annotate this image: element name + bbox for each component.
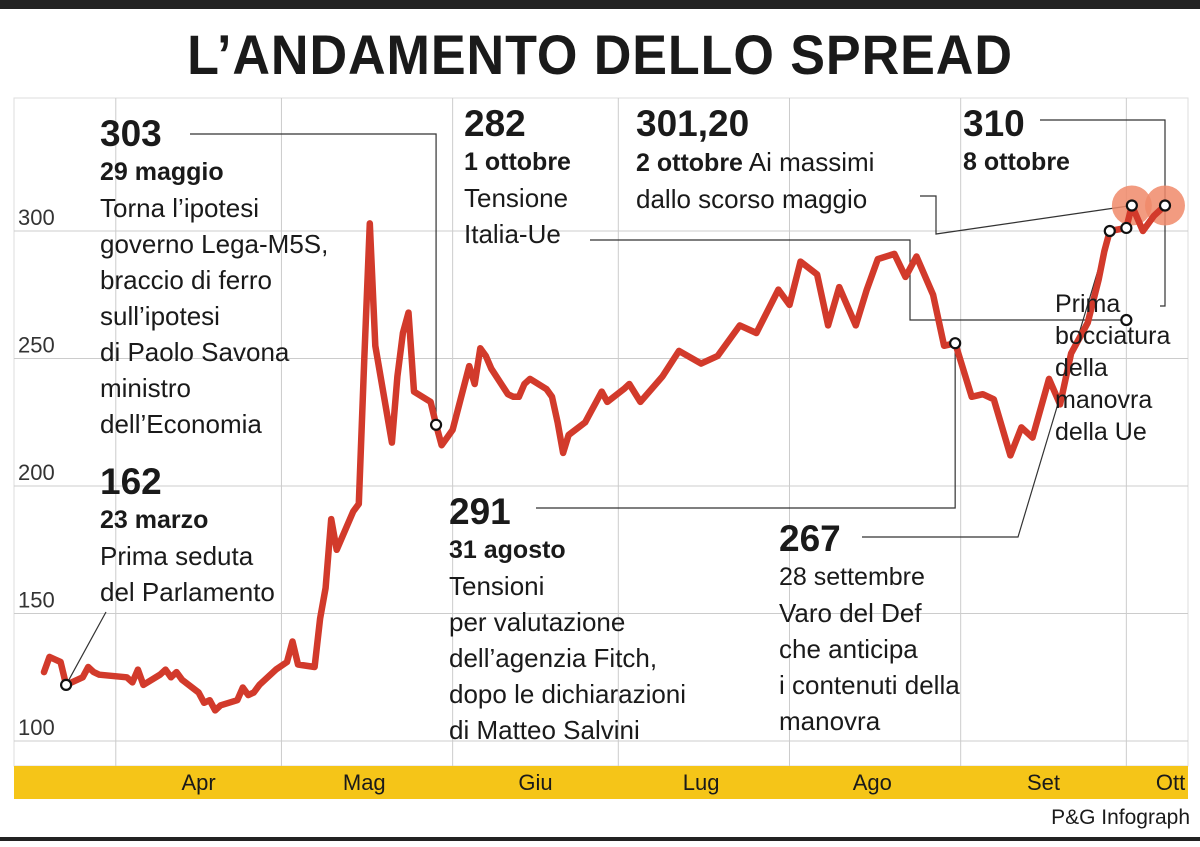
annotation-line: bocciatura [1055, 322, 1171, 350]
annotation-line: dopo le dichiarazioni [449, 679, 687, 709]
annotation-line: ministro [100, 373, 192, 403]
annotation-line: dell’Economia [100, 409, 262, 439]
y-tick-label: 250 [18, 333, 55, 358]
annotation-value: 303 [100, 113, 162, 154]
annotation-301-20: 301,20 2 ottobre Ai massimi dallo scorso… [636, 104, 874, 217]
data-point-marker [1103, 224, 1116, 238]
x-tick-label: Giu [518, 770, 552, 795]
annotation-line: che anticipa [779, 634, 918, 664]
annotation-line: Prima [1055, 290, 1121, 318]
x-tick-label: Mag [343, 770, 386, 795]
data-point-marker [59, 678, 73, 692]
annotation-line: del Parlamento [100, 577, 275, 607]
annotation-line: Tensioni [449, 571, 545, 601]
data-point-marker [1120, 313, 1133, 327]
annotation-line: dell’agenzia Fitch, [449, 643, 658, 673]
month-band [14, 766, 1188, 799]
annotation-leader [65, 611, 107, 686]
data-point-marker [949, 337, 962, 350]
annotation-line: Torna l’ipotesi [100, 193, 259, 223]
annotation-line: Ai massimi [748, 147, 875, 177]
data-point-marker [1125, 199, 1138, 212]
data-point-marker [1158, 199, 1172, 212]
annotation-line: governo Lega-M5S, [100, 229, 329, 259]
annotation-date: 2 ottobre [636, 149, 743, 177]
annotation-line: della Ue [1055, 418, 1147, 446]
x-tick-label: Set [1027, 770, 1060, 795]
annotation-date: 29 maggio [100, 158, 224, 186]
annotation-303: 303 29 maggio Torna l’ipotesi governo Le… [100, 114, 328, 442]
data-point-marker [1120, 221, 1133, 235]
x-tick-label: Lug [683, 770, 720, 795]
annotation-line: braccio di ferro [100, 265, 272, 295]
annotation-value: 291 [449, 491, 511, 532]
annotation-line: di Paolo Savona [100, 337, 290, 367]
annotation-282: 282 1 ottobre Tensione Italia-Ue [464, 104, 571, 252]
annotation-line: manovra [779, 706, 881, 736]
x-tick-label: Apr [181, 770, 215, 795]
annotation-leader [190, 133, 437, 425]
annotation-leader [590, 239, 1127, 321]
annotation-310: 310 8 ottobre [963, 104, 1070, 180]
annotation-line: Tensione [464, 183, 569, 213]
y-tick-label: 100 [18, 715, 55, 740]
plot-area [13, 97, 1189, 767]
annotation-date: 8 ottobre [963, 148, 1070, 176]
annotation-value: 162 [100, 461, 162, 502]
y-tick-label: 300 [18, 205, 55, 230]
annotation-date: 31 agosto [449, 536, 566, 564]
annotation-leader [536, 343, 956, 509]
annotation-310-text: Prima bocciatura della manovra della Ue [1055, 288, 1170, 448]
x-tick-label: Ago [853, 770, 892, 795]
bottom-rule [0, 837, 1200, 841]
x-tick-label: Ott [1156, 770, 1185, 795]
chart-title: L’ANDAMENTO DELLO SPREAD [187, 23, 1013, 86]
annotation-162: 162 23 marzo Prima seduta del Parlamento [100, 462, 275, 610]
data-point-marker [429, 418, 443, 431]
annotation-date: 28 settembre [779, 563, 925, 591]
annotation-line: sull’ipotesi [100, 301, 220, 331]
top-rule [0, 0, 1200, 9]
series-line [40, 202, 1169, 714]
annotation-line: i contenuti della [779, 670, 960, 700]
annotation-line: Italia-Ue [464, 219, 561, 249]
annotation-line: Varo del Def [779, 598, 922, 628]
annotation-date: 1 ottobre [464, 148, 571, 176]
annotation-line: per valutazione [449, 607, 626, 637]
annotation-line: della [1055, 354, 1108, 382]
annotation-date: 23 marzo [100, 506, 209, 534]
source-credit: P&G Infograph [1051, 806, 1190, 829]
annotation-line: di Matteo Salvini [449, 715, 640, 745]
y-tick-label: 150 [18, 588, 55, 613]
annotation-267: 267 28 settembre Varo del Def che antici… [779, 519, 960, 739]
annotation-value: 282 [464, 103, 526, 144]
annotation-value: 301,20 [636, 103, 750, 144]
annotation-line: manovra [1055, 386, 1153, 414]
annotation-value: 310 [963, 103, 1025, 144]
annotation-291: 291 31 agosto Tensioni per valutazione d… [449, 492, 686, 748]
y-tick-label: 200 [18, 460, 55, 485]
annotation-line: dallo scorso maggio [636, 184, 868, 214]
annotation-leader [920, 195, 1132, 235]
annotation-value: 267 [779, 518, 841, 559]
annotation-line: Prima seduta [100, 541, 254, 571]
